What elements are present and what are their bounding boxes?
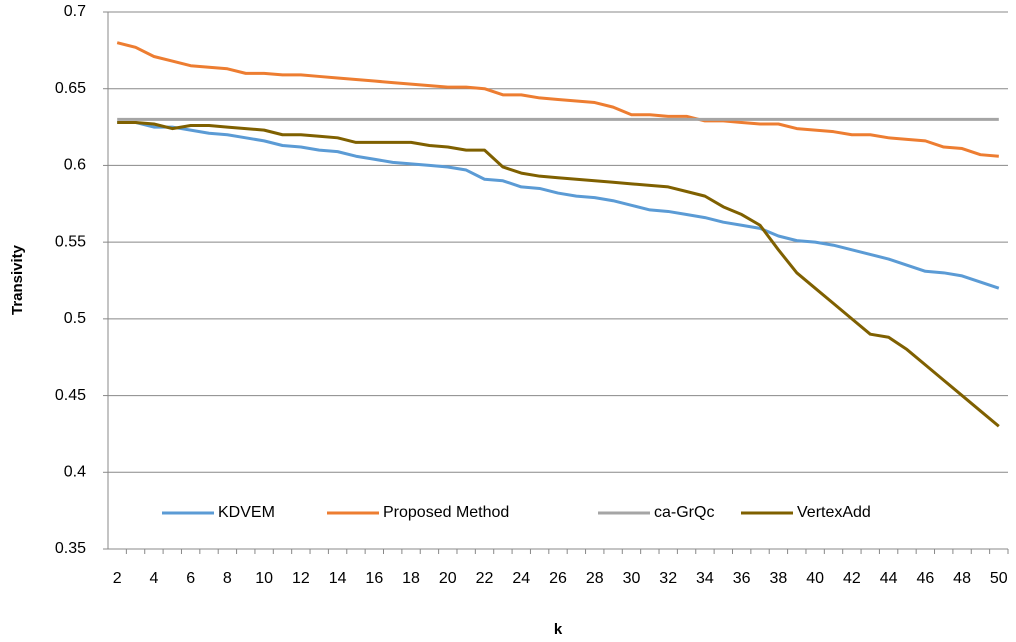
y-tick-label: 0.55 xyxy=(55,233,86,250)
x-tick-label: 22 xyxy=(476,570,494,587)
x-tick-label: 32 xyxy=(659,570,677,587)
y-axis-title: Transivity xyxy=(9,244,26,315)
y-tick-label: 0.5 xyxy=(64,310,86,327)
x-tick-label: 38 xyxy=(770,570,788,587)
y-tick-label: 0.6 xyxy=(64,157,86,174)
x-tick-label: 16 xyxy=(365,570,383,587)
x-tick-label: 6 xyxy=(186,570,195,587)
x-axis-title: k xyxy=(554,621,563,638)
x-tick-label: 28 xyxy=(586,570,604,587)
x-tick-label: 4 xyxy=(149,570,158,587)
y-tick-label: 0.4 xyxy=(64,464,86,481)
x-tick-label: 34 xyxy=(696,570,714,587)
y-tick-label: 0.7 xyxy=(64,3,86,20)
x-tick-label: 10 xyxy=(255,570,273,587)
x-tick-label: 30 xyxy=(623,570,641,587)
x-tick-label: 50 xyxy=(990,570,1008,587)
x-tick-label: 42 xyxy=(843,570,861,587)
series-line xyxy=(117,120,1000,428)
series-line xyxy=(116,41,999,158)
x-tick-label: 2 xyxy=(113,570,122,587)
legend-label: VertexAdd xyxy=(797,504,871,521)
x-tick-label: 26 xyxy=(549,570,567,587)
y-tick-label: 0.65 xyxy=(55,80,86,97)
x-tick-label: 24 xyxy=(512,570,530,587)
x-tick-label: 44 xyxy=(880,570,898,587)
legend-label: KDVEM xyxy=(218,504,275,521)
x-tick-label: 40 xyxy=(806,570,824,587)
x-tick-label: 48 xyxy=(953,570,971,587)
x-tick-label: 36 xyxy=(733,570,751,587)
x-tick-label: 20 xyxy=(439,570,457,587)
legend-label: ca-GrQc xyxy=(654,504,714,521)
x-tick-label: 14 xyxy=(329,570,347,587)
x-tick-label: 12 xyxy=(292,570,310,587)
y-tick-label: 0.35 xyxy=(55,540,86,557)
x-tick-label: 46 xyxy=(916,570,934,587)
legend-label: Proposed Method xyxy=(383,504,509,521)
x-tick-label: 18 xyxy=(402,570,420,587)
series-line xyxy=(117,120,1000,290)
x-tick-label: 8 xyxy=(223,570,232,587)
y-tick-label: 0.45 xyxy=(55,387,86,404)
